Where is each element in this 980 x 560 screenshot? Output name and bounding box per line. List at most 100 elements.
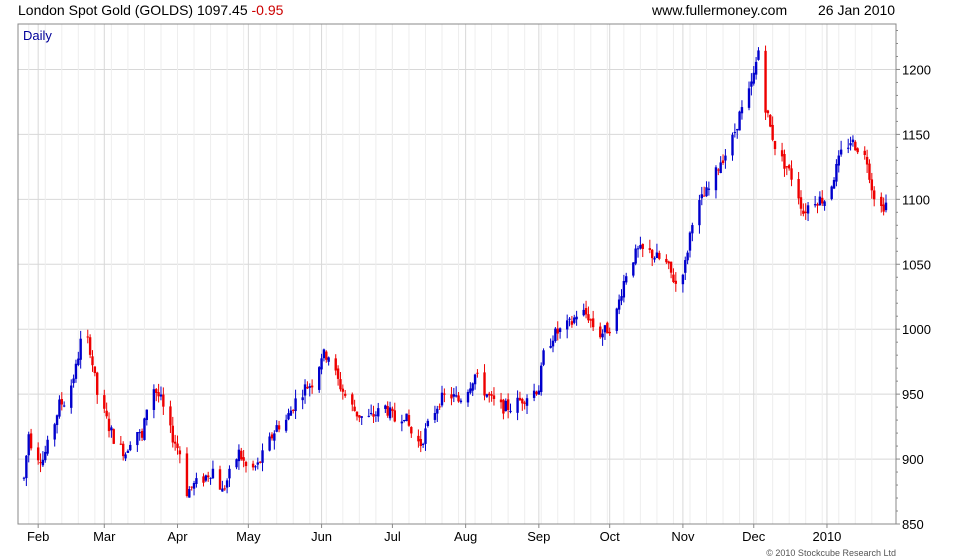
candle-body — [258, 461, 262, 463]
candle-body — [736, 129, 739, 131]
candle-body — [849, 143, 852, 146]
candle-body — [884, 202, 888, 211]
candle-body — [620, 296, 623, 301]
candle-body — [403, 420, 406, 422]
price-change: -0.95 — [251, 2, 284, 18]
candle-body — [251, 463, 255, 468]
y-tick-label: 850 — [902, 517, 924, 532]
candle-body — [851, 139, 855, 143]
candle-body — [244, 461, 248, 467]
candle-body — [573, 317, 576, 323]
candle-body — [509, 410, 512, 413]
candle-body — [358, 415, 361, 418]
candle-body — [731, 134, 734, 156]
candle-body — [303, 384, 307, 396]
candle-body — [766, 110, 770, 114]
candle-body — [769, 114, 772, 127]
candle-body — [764, 50, 767, 113]
candle-body — [29, 433, 33, 449]
candle-body — [821, 197, 824, 204]
candle-body — [22, 477, 26, 479]
candle-body — [185, 453, 189, 497]
candle-body — [410, 427, 413, 434]
candle-body — [143, 418, 146, 440]
candle-body — [669, 261, 673, 273]
candle-body — [556, 328, 559, 334]
candle-body — [74, 363, 78, 379]
candle-body — [218, 469, 222, 490]
candle-body — [554, 328, 557, 342]
candle-body — [159, 394, 163, 397]
candle-body — [327, 357, 330, 362]
candle-body — [308, 386, 311, 388]
candle-body — [93, 366, 97, 374]
candle-body — [103, 395, 106, 409]
candle-body — [658, 252, 661, 259]
candle-body — [870, 179, 874, 191]
candle-body — [386, 406, 389, 416]
candle-body — [698, 200, 701, 226]
candle-body — [499, 399, 503, 403]
chart-date: 26 Jan 2010 — [818, 2, 896, 18]
candle-body — [221, 488, 224, 492]
candle-body — [96, 372, 99, 395]
candle-body — [287, 413, 290, 420]
candle-body — [145, 409, 149, 421]
candle-body — [36, 447, 40, 461]
instrument-name: London Spot Gold (GOLDS) — [18, 2, 194, 18]
candle-body — [516, 397, 519, 413]
candle-body — [681, 274, 685, 285]
candle-body — [525, 398, 529, 406]
candle-body — [655, 252, 659, 259]
candle-body — [615, 308, 618, 331]
candle-body — [688, 232, 692, 251]
candle-series — [22, 45, 888, 498]
y-tick-label: 1200 — [902, 62, 931, 77]
x-tick-label: May — [236, 529, 261, 544]
candle-body — [443, 393, 446, 395]
candle-body — [310, 385, 314, 388]
x-tick-label: Aug — [454, 529, 477, 544]
candle-body — [863, 150, 866, 155]
candle-body — [523, 402, 526, 404]
candle-body — [632, 262, 635, 276]
candle-body — [717, 169, 720, 171]
candle-body — [25, 455, 28, 479]
candle-body — [270, 434, 274, 439]
x-tick-label: Jul — [384, 529, 401, 544]
y-tick-label: 1050 — [902, 257, 931, 272]
candle-body — [421, 443, 425, 445]
candle-body — [436, 408, 439, 414]
candle-body — [757, 50, 760, 60]
candle-body — [787, 165, 791, 169]
candle-body — [190, 486, 193, 488]
candle-body — [176, 443, 179, 449]
candle-body — [39, 461, 42, 464]
candle-body — [353, 406, 356, 411]
candle-body — [473, 374, 477, 385]
candle-body — [268, 436, 271, 451]
candle-body — [839, 149, 843, 155]
candle-body — [341, 388, 345, 392]
candle-body — [209, 477, 212, 479]
candle-body — [880, 196, 883, 207]
interval-label: Daily — [23, 28, 52, 43]
candle-body — [419, 439, 422, 447]
candle-body — [41, 459, 45, 466]
candle-body — [336, 368, 340, 379]
candle-body — [832, 179, 836, 189]
candle-body — [343, 393, 347, 396]
candle-body — [686, 252, 689, 261]
candle-body — [393, 410, 396, 422]
candle-body — [639, 245, 642, 249]
candle-body — [691, 225, 694, 234]
candle-body — [872, 190, 876, 200]
candle-body — [504, 400, 507, 412]
x-tick-label: Feb — [27, 529, 49, 544]
candle-body — [785, 166, 789, 168]
candle-body — [367, 415, 370, 417]
candle-body — [77, 358, 80, 365]
candle-body — [780, 150, 784, 157]
candle-body — [700, 194, 703, 199]
candle-body — [721, 160, 725, 163]
